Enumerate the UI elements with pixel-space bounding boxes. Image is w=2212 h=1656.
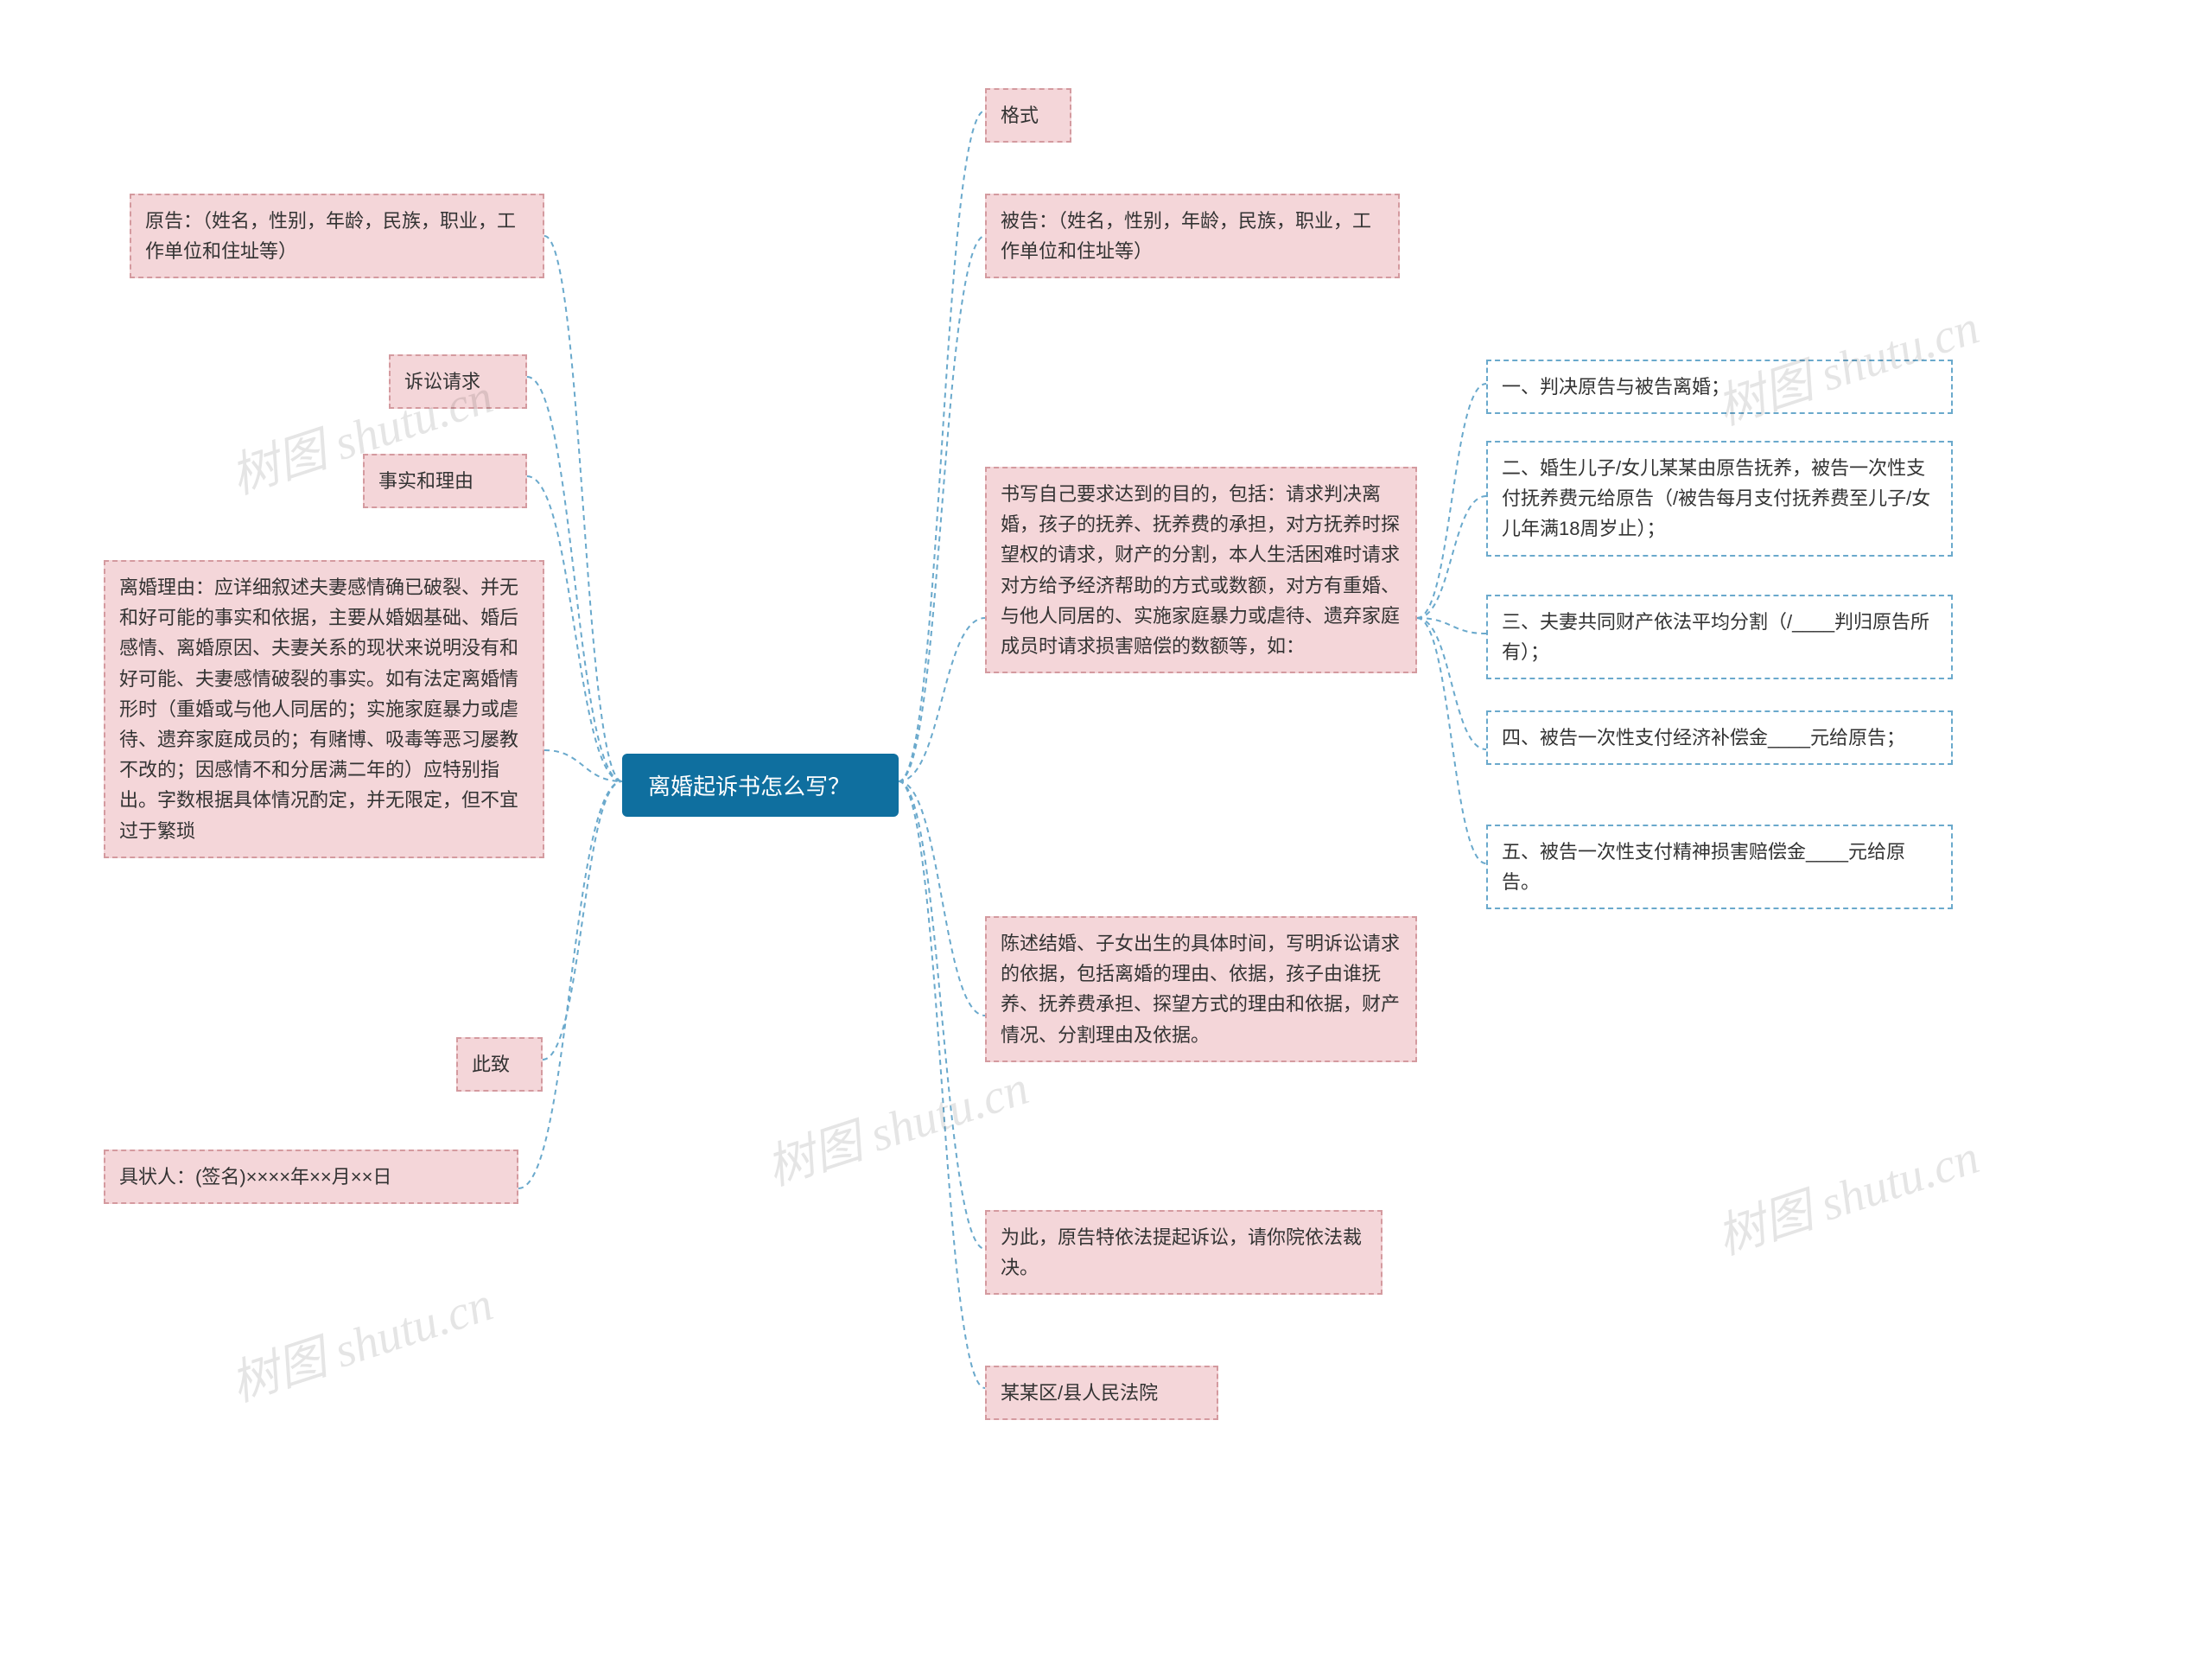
left-node-l2: 事实和理由	[363, 454, 527, 508]
right-node-r4: 为此，原告特依法提起诉讼，请你院依法裁决。	[985, 1210, 1382, 1295]
sub-node-s3: 四、被告一次性支付经济补偿金____元给原告；	[1486, 710, 1953, 765]
sub-node-s2: 三、夫妻共同财产依法平均分割（/____判归原告所有）；	[1486, 595, 1953, 679]
right-node-r2: 书写自己要求达到的目的，包括：请求判决离婚，孩子的抚养、抚养费的承担，对方抚养时…	[985, 467, 1417, 673]
left-node-l5: 具状人：(签名)××××年××月××日	[104, 1150, 518, 1204]
right-node-r3: 陈述结婚、子女出生的具体时间，写明诉讼请求的依据，包括离婚的理由、依据，孩子由谁…	[985, 916, 1417, 1062]
right-node-r5: 某某区/县人民法院	[985, 1366, 1218, 1420]
left-node-l3: 离婚理由：应详细叙述夫妻感情确已破裂、并无和好可能的事实和依据，主要从婚姻基础、…	[104, 560, 544, 858]
sub-node-s0: 一、判决原告与被告离婚；	[1486, 360, 1953, 414]
right-node-r1: 被告：（姓名，性别，年龄，民族，职业，工作单位和住址等）	[985, 194, 1400, 278]
watermark-2: 树图 shutu.cn	[756, 1048, 1036, 1199]
right-node-r0: 格式	[985, 88, 1071, 143]
sub-node-s4: 五、被告一次性支付精神损害赔偿金____元给原告。	[1486, 825, 1953, 909]
mindmap-root: 离婚起诉书怎么写？	[622, 754, 899, 817]
left-node-l0: 原告：（姓名，性别，年龄，民族，职业，工作单位和住址等）	[130, 194, 544, 278]
watermark-1: 树图 shutu.cn	[220, 1264, 500, 1415]
sub-node-s1: 二、婚生儿子/女儿某某由原告抚养，被告一次性支付抚养费元给原告（/被告每月支付抚…	[1486, 441, 1953, 557]
watermark-4: 树图 shutu.cn	[1707, 1118, 1986, 1268]
left-node-l4: 此致	[456, 1037, 543, 1092]
left-node-l1: 诉讼请求	[389, 354, 527, 409]
